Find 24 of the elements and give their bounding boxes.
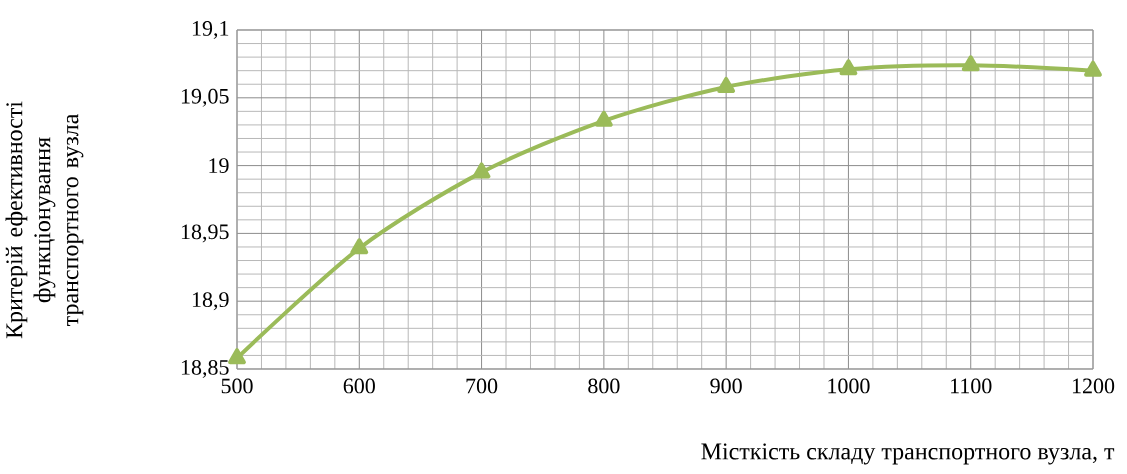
point (472, 162, 491, 179)
point (350, 238, 369, 255)
x-tick-label: 500 (221, 378, 253, 394)
y-tick-label: 18,85 (181, 360, 229, 379)
point (717, 76, 736, 93)
x-tick-label: 800 (588, 378, 620, 394)
y-axis-title: Критерій ефективності функціонування транспортного вузла (5, 101, 84, 339)
point (961, 55, 980, 72)
x-tick-label: 700 (466, 378, 498, 394)
x-tick-label: 1200 (1072, 378, 1115, 394)
y-tick-label: 19,05 (181, 88, 229, 107)
x-tick-label: 900 (710, 378, 742, 394)
point (594, 110, 613, 127)
y-tick-label: 19 (209, 158, 229, 173)
y-tick-label: 19,1 (192, 21, 229, 39)
point (1084, 60, 1102, 77)
x-tick-label: 600 (343, 378, 375, 394)
y-tick-label: 18,9 (192, 292, 229, 311)
y-tick-label: 18,95 (181, 224, 229, 243)
point (839, 59, 858, 76)
x-axis-title: Місткість складу транспортного вузла, т (701, 443, 1115, 465)
x-tick-label: 1000 (828, 378, 870, 394)
point (228, 348, 246, 365)
x-tick-label: 1100 (951, 378, 992, 394)
